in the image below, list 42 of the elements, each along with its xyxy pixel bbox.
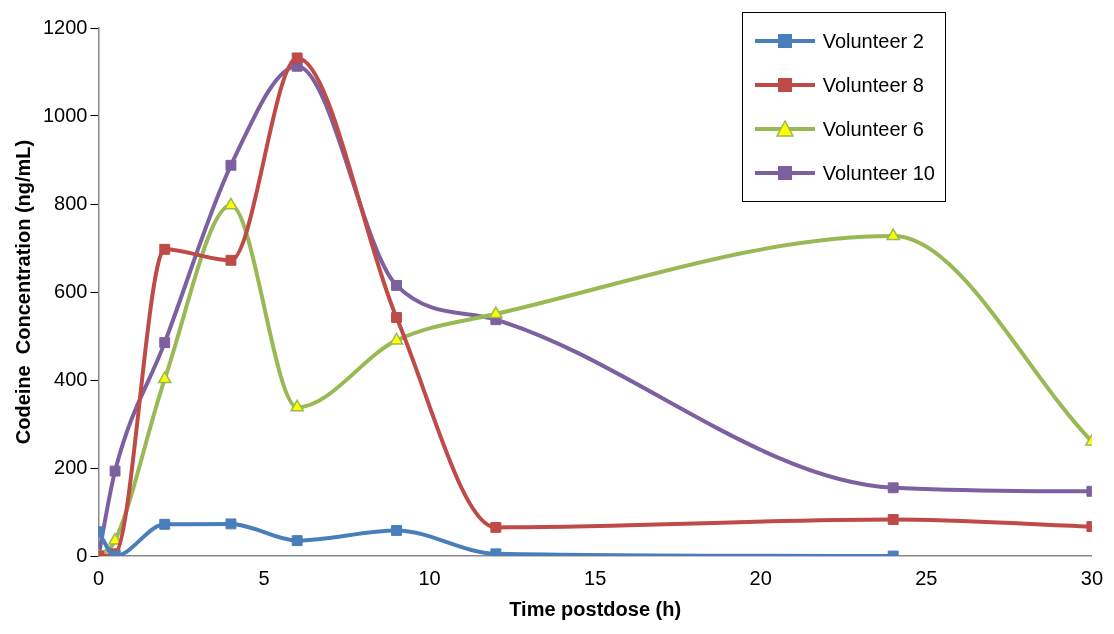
y-tick-label: 800 [54, 191, 88, 214]
legend-label: Volunteer 6 [822, 117, 924, 141]
point [490, 521, 502, 533]
legend-label: Volunteer 8 [822, 73, 924, 97]
point [109, 465, 121, 477]
point [887, 514, 899, 525]
point [159, 337, 171, 349]
x-tick-label: 0 [92, 566, 105, 589]
point [224, 197, 238, 210]
point [291, 52, 303, 64]
y-tick-label: 600 [54, 279, 88, 302]
x-tick-label: 10 [418, 566, 441, 589]
point [389, 332, 404, 345]
point [391, 312, 402, 323]
point [887, 482, 899, 494]
y-tick-label: 1000 [42, 103, 88, 126]
point [225, 159, 237, 171]
x-tick-label: 15 [584, 566, 607, 589]
point [391, 525, 402, 536]
x-axis-title: Time postdose (h) [509, 597, 682, 620]
y-tick-label: 400 [54, 367, 88, 390]
point [157, 371, 172, 384]
point [159, 518, 171, 530]
y-tick-label: 0 [76, 543, 88, 566]
point [225, 518, 237, 530]
point [391, 279, 402, 291]
y-axis-title: Codeine Concentration (ng/mL) [11, 139, 34, 445]
x-tick-label: 5 [258, 566, 270, 589]
y-tick-label: 1200 [42, 15, 88, 38]
point [290, 399, 304, 412]
point [159, 243, 171, 255]
point [886, 228, 901, 241]
x-tick-label: 30 [1080, 566, 1103, 589]
point [108, 532, 122, 545]
point [225, 254, 237, 266]
point [489, 306, 503, 319]
legend-label: Volunteer 2 [822, 29, 924, 53]
x-tick-label: 25 [915, 566, 938, 589]
point [291, 535, 303, 547]
x-tick-label: 20 [749, 566, 772, 589]
y-tick-label: 200 [54, 455, 88, 478]
legend-label: Volunteer 10 [822, 161, 935, 185]
